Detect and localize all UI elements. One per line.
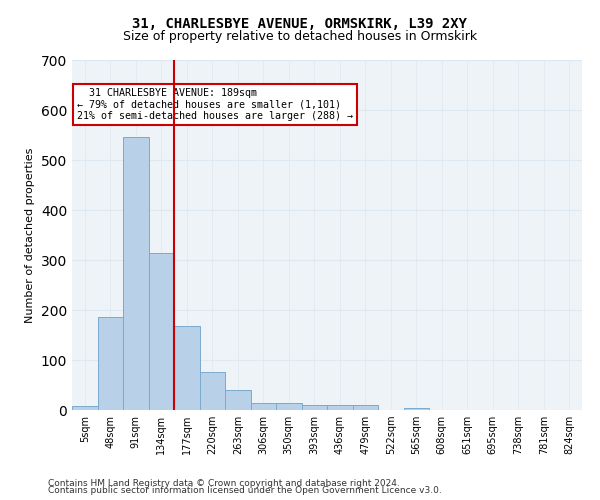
Bar <box>225 390 251 410</box>
Bar <box>327 405 353 410</box>
Bar <box>174 326 199 410</box>
Bar <box>72 406 97 410</box>
Bar <box>123 137 149 410</box>
Text: Contains public sector information licensed under the Open Government Licence v3: Contains public sector information licen… <box>48 486 442 495</box>
Bar <box>302 405 327 410</box>
Y-axis label: Number of detached properties: Number of detached properties <box>25 148 35 322</box>
Bar <box>199 372 225 410</box>
Text: 31, CHARLESBYE AVENUE, ORMSKIRK, L39 2XY: 31, CHARLESBYE AVENUE, ORMSKIRK, L39 2XY <box>133 18 467 32</box>
Bar <box>404 408 429 410</box>
Bar <box>251 403 276 410</box>
Bar <box>149 252 174 410</box>
Bar <box>97 316 123 410</box>
Text: Size of property relative to detached houses in Ormskirk: Size of property relative to detached ho… <box>123 30 477 43</box>
Text: 31 CHARLESBYE AVENUE: 189sqm
← 79% of detached houses are smaller (1,101)
21% of: 31 CHARLESBYE AVENUE: 189sqm ← 79% of de… <box>77 88 353 121</box>
Text: Contains HM Land Registry data © Crown copyright and database right 2024.: Contains HM Land Registry data © Crown c… <box>48 478 400 488</box>
Bar <box>353 405 378 410</box>
Bar <box>276 403 302 410</box>
